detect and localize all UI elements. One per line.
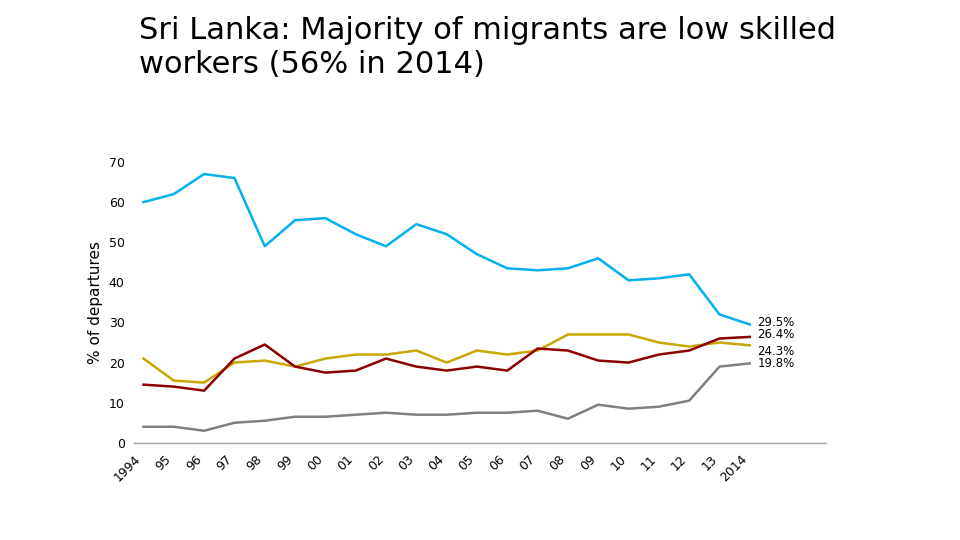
Unskilled	[350, 367, 362, 374]
Housemaids	[592, 255, 604, 261]
Text: Sri Lanka: Majority of migrants are low skilled
workers (56% in 2014): Sri Lanka: Majority of migrants are low …	[139, 16, 836, 79]
Other	[259, 417, 271, 424]
Other	[441, 411, 452, 418]
Other	[228, 420, 240, 426]
Skilled	[623, 331, 635, 338]
Skilled	[168, 377, 180, 384]
Other	[289, 414, 300, 420]
Other	[501, 409, 513, 416]
Skilled	[441, 359, 452, 366]
Other	[137, 423, 149, 430]
Skilled	[259, 357, 271, 364]
Unskilled	[471, 363, 483, 370]
Housemaids	[199, 171, 210, 177]
Housemaids	[744, 321, 756, 328]
Skilled	[380, 352, 392, 358]
Unskilled	[411, 363, 422, 370]
Other	[744, 360, 756, 367]
Other	[653, 403, 664, 410]
Other	[199, 428, 210, 434]
Other	[350, 411, 362, 418]
Housemaids	[684, 271, 695, 278]
Other	[411, 411, 422, 418]
Skilled	[411, 347, 422, 354]
Text: 26.4%: 26.4%	[757, 328, 795, 341]
Skilled	[744, 342, 756, 348]
Housemaids	[411, 221, 422, 227]
Skilled	[592, 331, 604, 338]
Other	[471, 409, 483, 416]
Other	[563, 415, 574, 422]
Unskilled	[653, 352, 664, 358]
Line: Other: Other	[143, 363, 750, 431]
Housemaids	[501, 265, 513, 272]
Unskilled	[501, 367, 513, 374]
Unskilled	[623, 359, 635, 366]
Unskilled	[380, 355, 392, 362]
Housemaids	[471, 251, 483, 258]
Housemaids	[289, 217, 300, 224]
Housemaids	[228, 175, 240, 181]
Unskilled	[744, 334, 756, 340]
Unskilled	[441, 367, 452, 374]
Housemaids	[441, 231, 452, 238]
Unskilled	[592, 357, 604, 364]
Skilled	[684, 343, 695, 350]
Housemaids	[623, 277, 635, 284]
Text: 24.3%: 24.3%	[757, 345, 795, 358]
Other	[532, 408, 543, 414]
Skilled	[653, 339, 664, 346]
Skilled	[199, 380, 210, 386]
Skilled	[563, 331, 574, 338]
Skilled	[320, 355, 331, 362]
Skilled	[471, 347, 483, 354]
Unskilled	[168, 383, 180, 390]
Unskilled	[228, 355, 240, 362]
Other	[592, 401, 604, 408]
Housemaids	[713, 311, 725, 318]
Y-axis label: % of departures: % of departures	[88, 241, 103, 364]
Unskilled	[320, 369, 331, 376]
Housemaids	[563, 265, 574, 272]
Skilled	[532, 347, 543, 354]
Housemaids	[168, 191, 180, 197]
Other	[713, 363, 725, 370]
Unskilled	[713, 335, 725, 342]
Skilled	[289, 363, 300, 370]
Unskilled	[199, 387, 210, 394]
Line: Housemaids: Housemaids	[143, 174, 750, 325]
Skilled	[501, 352, 513, 358]
Text: 19.8%: 19.8%	[757, 357, 795, 370]
Other	[320, 414, 331, 420]
Unskilled	[684, 347, 695, 354]
Other	[380, 409, 392, 416]
Unskilled	[563, 347, 574, 354]
Housemaids	[259, 243, 271, 249]
Unskilled	[259, 341, 271, 348]
Skilled	[350, 352, 362, 358]
Other	[684, 397, 695, 404]
Line: Unskilled: Unskilled	[143, 337, 750, 390]
Unskilled	[532, 345, 543, 352]
Unskilled	[137, 381, 149, 388]
Other	[168, 423, 180, 430]
Unskilled	[289, 363, 300, 370]
Housemaids	[653, 275, 664, 281]
Skilled	[713, 339, 725, 346]
Housemaids	[350, 231, 362, 238]
Line: Skilled: Skilled	[143, 334, 750, 383]
Housemaids	[532, 267, 543, 274]
Housemaids	[380, 243, 392, 249]
Skilled	[228, 359, 240, 366]
Other	[623, 406, 635, 412]
Housemaids	[137, 199, 149, 205]
Housemaids	[320, 215, 331, 221]
Skilled	[137, 355, 149, 362]
Text: 29.5%: 29.5%	[757, 316, 795, 329]
